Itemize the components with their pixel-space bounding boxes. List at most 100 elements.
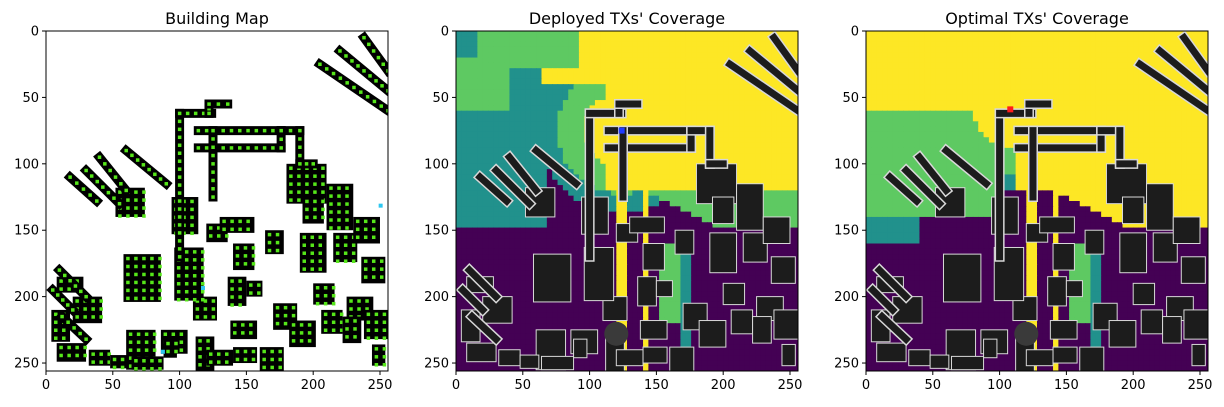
- candidate-point: [371, 235, 376, 240]
- coverage-cell: [723, 355, 730, 361]
- coverage-cell: [712, 94, 719, 101]
- coverage-cell: [520, 158, 527, 165]
- coverage-cell: [701, 153, 708, 160]
- coverage-cell: [685, 52, 692, 59]
- coverage-cell: [627, 243, 633, 250]
- coverage-cell: [509, 31, 516, 37]
- coverage-cell: [744, 280, 751, 287]
- coverage-cell: [456, 333, 462, 340]
- coverage-cell: [557, 190, 564, 197]
- coverage-cell: [482, 232, 489, 239]
- coverage-cell: [760, 73, 767, 80]
- coverage-cell: [509, 201, 516, 207]
- coverage-cell: [717, 280, 724, 287]
- coverage-cell: [1085, 36, 1092, 43]
- coverage-cell: [680, 216, 687, 223]
- coverage-cell: [552, 121, 559, 128]
- coverage-cell: [552, 110, 559, 117]
- coverage-cell: [472, 216, 478, 223]
- coverage-cell: [488, 126, 495, 133]
- coverage-cell: [744, 137, 751, 144]
- coverage-cell: [589, 100, 596, 106]
- building: [736, 183, 764, 231]
- coverage-cell: [610, 100, 617, 106]
- coverage-cell: [691, 270, 698, 276]
- coverage-cell: [530, 121, 537, 128]
- candidate-point: [107, 360, 111, 364]
- x-tick-label: 100: [167, 378, 192, 393]
- coverage-cell: [643, 52, 649, 59]
- plot-area: [456, 31, 798, 371]
- coverage-cell: [946, 36, 953, 43]
- coverage-cell: [456, 243, 462, 250]
- y-tick-label: 250: [424, 357, 449, 372]
- candidate-point: [195, 315, 200, 319]
- building: [669, 346, 695, 371]
- coverage-cell: [685, 275, 692, 282]
- coverage-cell: [616, 36, 623, 43]
- coverage-cell: [578, 158, 585, 165]
- coverage-cell: [691, 185, 698, 191]
- coverage-cell: [488, 68, 495, 75]
- coverage-cell: [707, 94, 714, 101]
- coverage-cell: [605, 84, 612, 91]
- coverage-cell: [552, 301, 559, 308]
- coverage-cell: [488, 163, 495, 170]
- coverage-cell: [632, 121, 639, 128]
- coverage-cell: [648, 78, 655, 85]
- coverage-cell: [653, 190, 660, 197]
- coverage-cell: [498, 158, 505, 165]
- coverage-cell: [771, 110, 778, 117]
- coverage-cell: [792, 179, 798, 186]
- coverage-cell: [562, 84, 569, 91]
- candidate-point: [150, 288, 154, 293]
- coverage-cell: [456, 142, 462, 149]
- coverage-cell: [648, 339, 655, 346]
- coverage-cell: [578, 232, 585, 239]
- coverage-cell: [520, 179, 527, 186]
- coverage-cell: [610, 105, 617, 112]
- coverage-cell: [557, 142, 564, 149]
- coverage-cell: [472, 110, 478, 117]
- coverage-cell: [536, 31, 543, 37]
- candidate-point: [345, 194, 349, 198]
- coverage-cell: [610, 57, 617, 64]
- coverage-cell: [530, 100, 537, 106]
- candidate-point: [313, 215, 317, 220]
- coverage-cell: [691, 73, 698, 80]
- coverage-cell: [712, 46, 719, 53]
- candidate-point: [66, 303, 70, 307]
- coverage-cell: [632, 201, 639, 207]
- coverage-cell: [477, 110, 484, 117]
- coverage-cell: [568, 110, 575, 117]
- coverage-cell: [632, 84, 639, 91]
- coverage-cell: [568, 121, 575, 128]
- coverage-cell: [664, 73, 671, 80]
- coverage-cell: [776, 248, 783, 255]
- coverage-cell: [627, 62, 633, 69]
- coverage-cell: [669, 206, 676, 213]
- coverage-cell: [760, 105, 767, 112]
- coverage-cell: [739, 94, 746, 101]
- coverage-cell: [765, 163, 772, 170]
- coverage-cell: [717, 147, 724, 154]
- coverage-cell: [1085, 31, 1092, 37]
- coverage-cell: [675, 121, 682, 128]
- coverage-cell: [1133, 31, 1140, 37]
- coverage-cell: [765, 73, 772, 80]
- coverage-cell: [536, 158, 543, 165]
- candidate-point: [177, 127, 182, 132]
- coverage-cell: [733, 153, 740, 160]
- coverage-cell: [568, 105, 575, 112]
- candidate-point: [363, 275, 368, 279]
- coverage-cell: [541, 307, 548, 314]
- coverage-cell: [680, 31, 687, 37]
- coverage-cell: [536, 179, 543, 186]
- coverage-cell: [472, 201, 478, 207]
- coverage-cell: [536, 312, 543, 319]
- coverage-cell: [648, 174, 655, 181]
- coverage-cell: [1159, 36, 1166, 43]
- coverage-cell: [659, 211, 666, 218]
- candidate-point: [190, 207, 194, 212]
- coverage-cell: [562, 121, 569, 128]
